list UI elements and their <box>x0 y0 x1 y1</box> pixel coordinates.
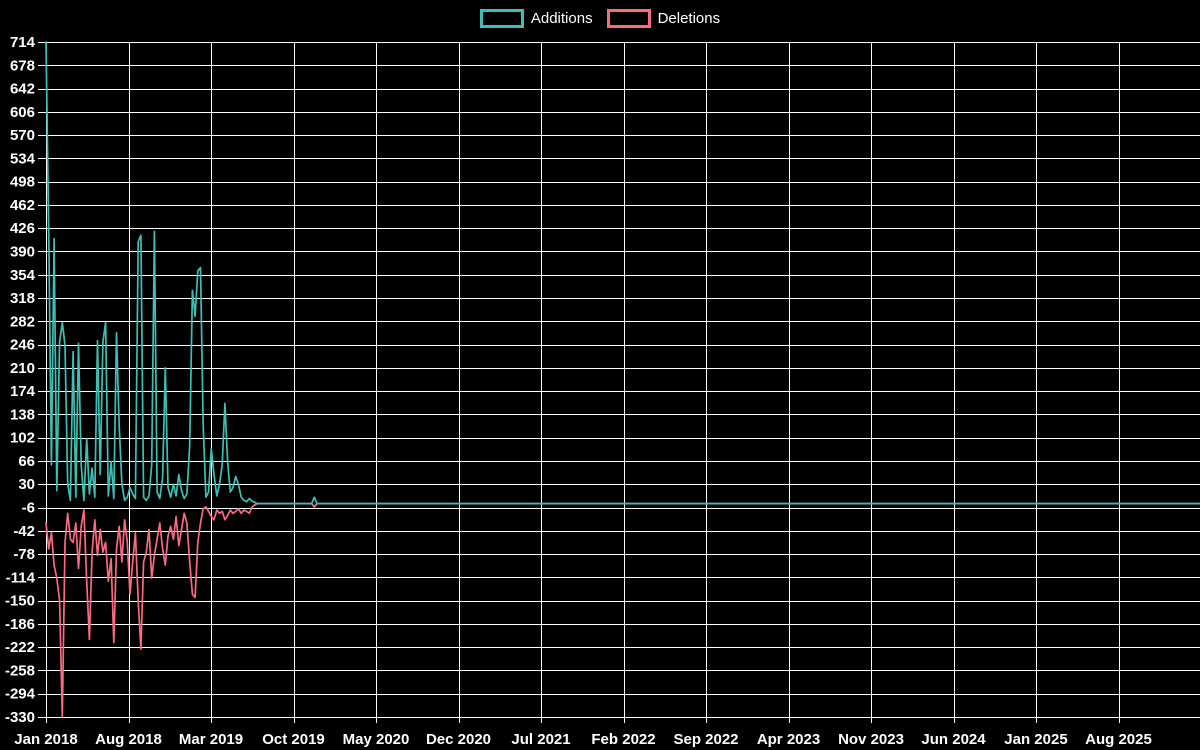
y-tick-label: 462 <box>10 197 35 214</box>
x-tick-label: Aug 2025 <box>1085 731 1152 748</box>
y-tick-label: -6 <box>22 500 35 517</box>
y-tick-label: 570 <box>10 127 35 144</box>
y-tick-label: -150 <box>5 593 35 610</box>
y-tick-label: -222 <box>5 639 35 656</box>
y-tick-label: -114 <box>6 569 36 586</box>
y-tick-label: -186 <box>5 616 35 633</box>
deletions-swatch-icon <box>606 8 651 28</box>
y-tick-label: 714 <box>10 34 36 51</box>
x-tick-label: Sep 2022 <box>673 731 738 748</box>
y-tick-label: -294 <box>5 686 36 703</box>
x-tick-label: Mar 2019 <box>179 731 243 748</box>
y-tick-label: 66 <box>18 453 35 470</box>
y-tick-label: -258 <box>5 662 35 679</box>
y-tick-label: 354 <box>10 267 36 284</box>
y-tick-label: 534 <box>10 150 36 167</box>
legend-label-deletions: Deletions <box>657 9 721 27</box>
y-tick-label: 678 <box>10 57 35 74</box>
y-tick-label: 606 <box>10 104 35 121</box>
y-tick-label: -42 <box>13 523 35 540</box>
additions-swatch-icon <box>479 8 524 28</box>
y-tick-label: 642 <box>10 81 35 98</box>
legend-item-deletions[interactable]: Deletions <box>606 8 721 28</box>
y-tick-label: 282 <box>10 313 35 330</box>
x-tick-label: Oct 2019 <box>262 731 325 748</box>
x-tick-label: Jul 2021 <box>511 731 570 748</box>
x-tick-label: May 2020 <box>343 731 410 748</box>
y-tick-label: 426 <box>10 220 35 237</box>
y-tick-label: 210 <box>10 360 35 377</box>
chart-legend: Additions Deletions <box>0 6 1200 30</box>
series-line-additions <box>45 41 1200 505</box>
legend-label-additions: Additions <box>530 9 593 27</box>
y-tick-label: 390 <box>10 243 35 260</box>
x-tick-label: Jan 2025 <box>1004 731 1067 748</box>
y-tick-label: 174 <box>10 383 36 400</box>
y-tick-label: -330 <box>5 709 35 726</box>
y-tick-label: 246 <box>10 337 35 354</box>
x-tick-label: Jun 2024 <box>921 731 986 748</box>
x-tick-label: Feb 2022 <box>591 731 655 748</box>
series-line-deletions <box>45 502 1200 718</box>
y-tick-label: 102 <box>10 430 35 447</box>
x-tick-label: Dec 2020 <box>426 731 491 748</box>
x-tick-label: Jan 2018 <box>14 731 77 748</box>
x-tick-label: Nov 2023 <box>838 731 904 748</box>
y-tick-label: 318 <box>10 290 35 307</box>
y-tick-label: 30 <box>18 476 35 493</box>
x-tick-label: Aug 2018 <box>95 731 162 748</box>
x-tick-label: Apr 2023 <box>757 731 820 748</box>
y-tick-label: 498 <box>10 174 35 191</box>
y-tick-label: -78 <box>13 546 35 563</box>
legend-item-additions[interactable]: Additions <box>479 8 593 28</box>
y-tick-label: 138 <box>10 406 35 423</box>
